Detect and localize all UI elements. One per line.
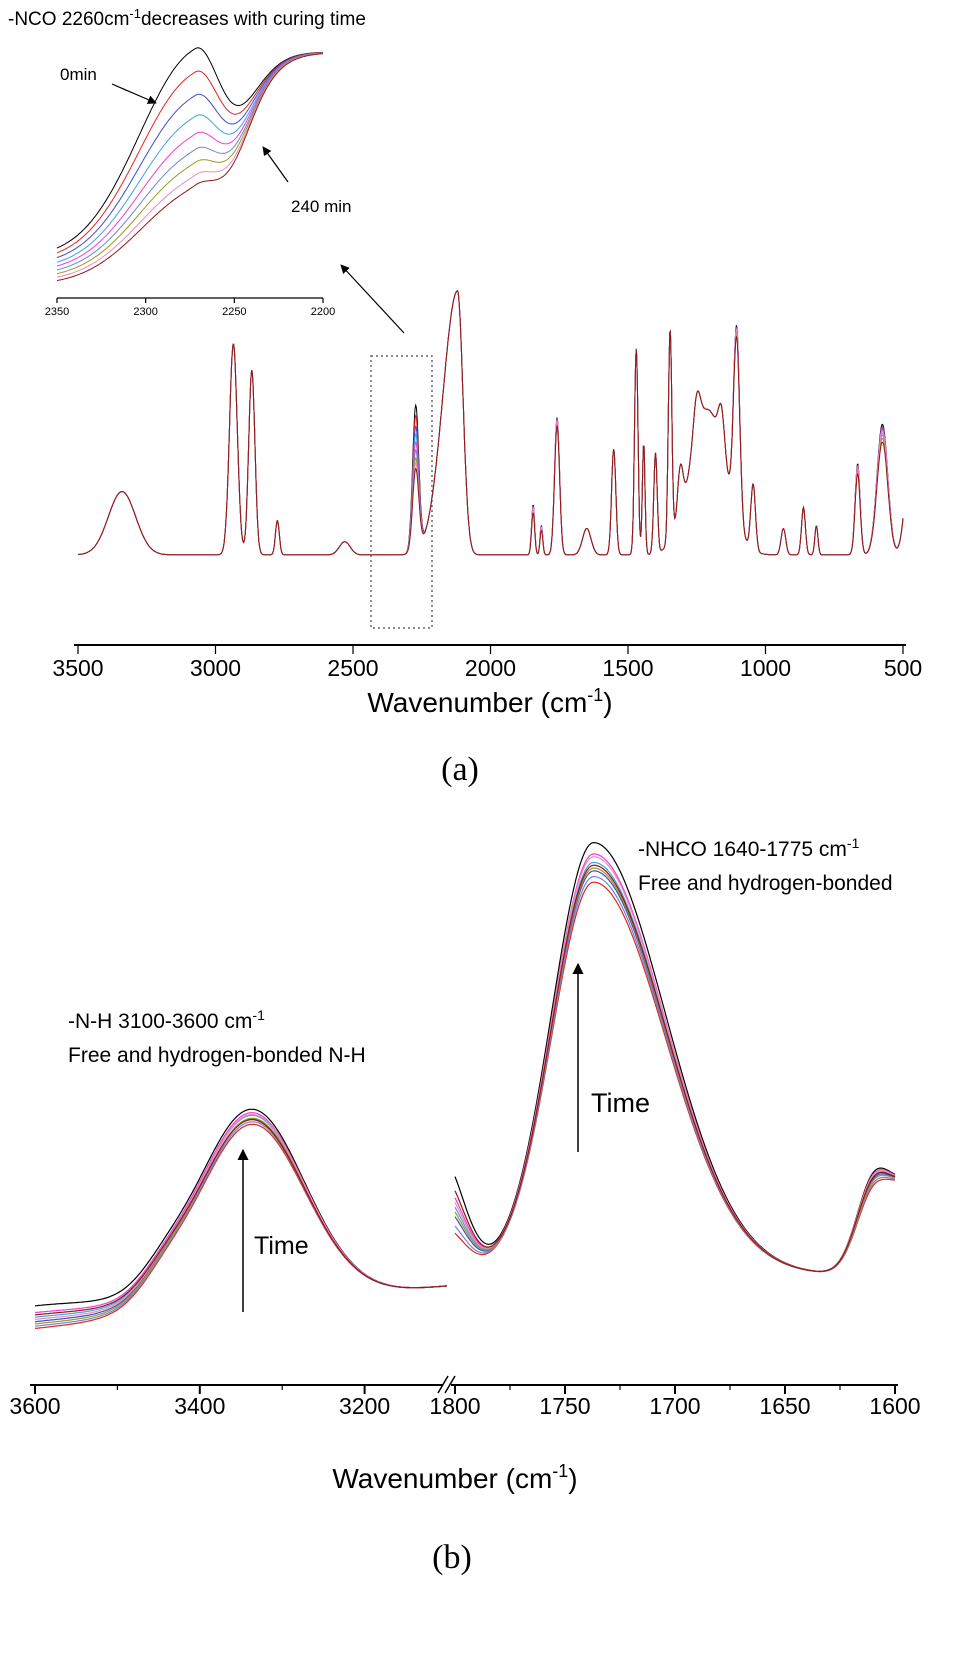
panel-b-caption: (b) [432,1539,472,1576]
tick-label: 1600 [869,1393,920,1419]
panel-b-x-axis: 3600 3400 3200 1800 1750 1700 1650 1600 [9,1375,921,1419]
nco-region-highlight-box [370,355,433,629]
panel-a-xlabel: Wavenumber (cm-1) [367,685,612,718]
panel-a-axis-ticks: 3500 3000 2500 2000 1500 1000 500 [52,645,922,681]
spectrum-curve-inset [56,52,323,254]
axis-break-mark [437,1375,449,1394]
spectrum-curve-inset [56,52,323,263]
tick-label: 3500 [52,655,103,681]
spectrum-curve-nh [34,1118,448,1323]
tick-label: 1700 [649,1393,700,1419]
spectrum-curve-nh [34,1117,448,1325]
inset-label-240min: 240 min [291,197,351,216]
tick-label: 2500 [327,655,378,681]
spectrum-curve-inset [56,52,323,271]
spectrum-curve-inset [56,52,323,259]
tick-label: 2350 [45,306,69,318]
panel-b-xlabel: Wavenumber (cm-1) [332,1461,577,1494]
spectrum-curve-main [78,290,904,556]
spectrum-curve-nhco [454,875,896,1273]
tick-label: 1750 [539,1393,590,1419]
spectrum-curve-main [78,290,904,556]
tick-label: 2200 [311,306,335,318]
panel-a-spectra [78,290,904,556]
spectrum-curve-nh [34,1114,448,1318]
spectrum-curve-nh [34,1121,448,1327]
spectrum-curve-inset [56,52,324,267]
tick-label: 500 [884,655,922,681]
nh-annotation-line1: -N-H 3100-3600 cm-1 [68,1007,265,1033]
inset-label-0min: 0min [60,65,97,84]
spectrum-curve-main [78,290,904,556]
time-label-left: Time [254,1232,309,1260]
tick-label: 1650 [759,1393,810,1419]
panel-b-nhco-spectra [454,841,896,1273]
spectrum-curve-main [78,290,904,556]
spectrum-curve-nh [34,1123,448,1329]
spectrum-curve-nhco [454,864,896,1273]
spectrum-curve-main [78,290,904,556]
tick-label: 3000 [190,655,241,681]
axis-break-mark [444,1375,456,1394]
arrow-box-to-inset [340,264,405,334]
tick-label: 2300 [133,306,157,318]
arrow-0min [111,83,157,104]
panel-b-axis-ticks: 3600 3400 3200 1800 1750 1700 1650 1600 [9,1385,921,1419]
spectrum-curve-nhco [454,881,896,1273]
spectrum-curve-main [78,290,904,556]
spectrum-curve-nh [34,1113,448,1320]
tick-label: 3600 [9,1393,60,1419]
spectrum-curve-main [78,290,904,556]
inset-axis-ticks: 2350 2300 2250 2200 [45,298,335,318]
nh-annotation-line2: Free and hydrogen-bonded N-H [68,1044,366,1067]
spectrum-curve-nh [34,1119,448,1316]
panel-a-title: -NCO 2260cm-1decreases with curing time [8,6,366,30]
spectrum-curve-nh [34,1112,448,1314]
panel-a-x-axis: 3500 3000 2500 2000 1500 1000 500 [52,644,922,681]
spectrum-curve-inset [56,47,324,249]
nhco-annotation-line1: -NHCO 1640-1775 cm-1 [638,835,860,861]
time-label-right: Time [591,1088,650,1118]
nhco-annotation-line2: Free and hydrogen-bonded [638,872,893,895]
tick-label: 3200 [339,1393,390,1419]
spectrum-curve-inset [56,52,324,275]
spectrum-curve-main [78,290,904,556]
spectrum-curve-main [78,290,904,556]
inset-x-axis: 2350 2300 2250 2200 [45,297,335,318]
tick-label: 1500 [602,655,653,681]
spectrum-curve-inset [56,53,324,282]
tick-label: 3400 [174,1393,225,1419]
tick-label: 1800 [429,1393,480,1419]
panel-b-nh-spectra [34,1108,448,1329]
arrow-240min [262,146,289,183]
tick-label: 2000 [465,655,516,681]
panel-a-caption: (a) [441,751,479,788]
tick-label: 1000 [740,655,791,681]
spectrum-curve-nh [34,1108,448,1307]
tick-label: 2250 [222,306,246,318]
inset-spectra [56,47,324,282]
